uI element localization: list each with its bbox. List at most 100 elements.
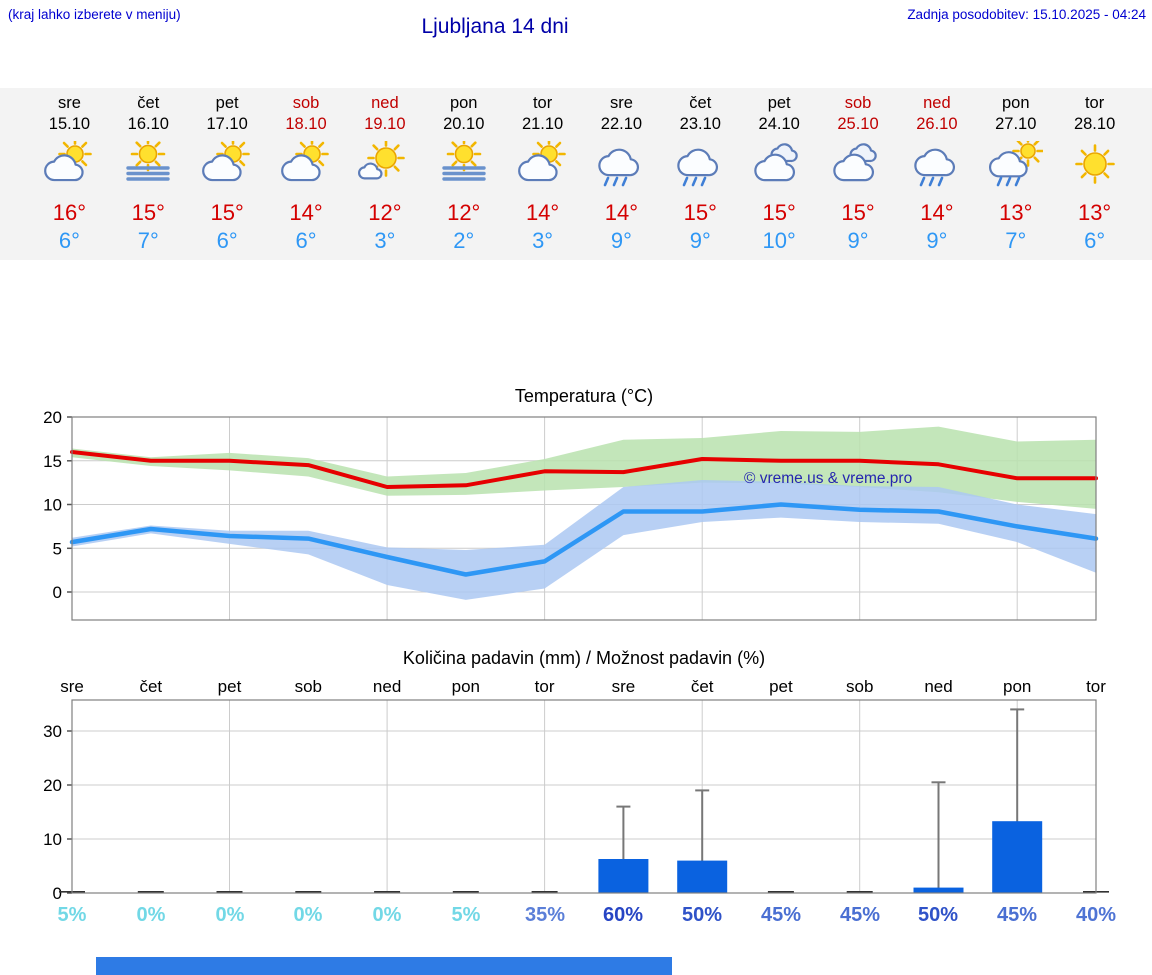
min-temp-line [69,502,1099,577]
temp-axis-label: 15 [43,452,62,471]
precip-day-label: pon [1003,677,1031,696]
choose-location-note: (kraj lahko izberete v meniju) [8,7,181,22]
precip-bar [913,887,964,893]
temp-axis-label: 10 [43,496,62,515]
fog-icon [109,137,188,191]
forecast-day[interactable]: pon 20.10 12° 2° [424,93,503,260]
precip-bar [992,821,1043,893]
precipitation-chart-title: Količina padavin (mm) / Možnost padavin … [402,648,766,668]
min-temp: 2° [453,228,475,253]
day-name: tor [532,94,553,112]
day-name: čet [689,94,712,112]
forecast-day[interactable]: sre 22.10 14° 9° [582,93,661,260]
cloudy-icon [740,137,819,191]
forecast-day[interactable]: sre 15.10 16° 6° [30,93,109,260]
day-date: 23.10 [679,115,721,133]
min-temp: 7° [137,228,159,253]
min-temp: 9° [610,228,632,253]
day-date: 26.10 [916,115,958,133]
min-temp: 6° [295,228,317,253]
precip-axis-label: 0 [53,884,62,903]
partly-cloudy-icon [188,137,267,191]
rain-icon [661,137,740,191]
page-title: Ljubljana 14 dni [421,15,569,38]
precip-probability: 60% [602,904,644,926]
max-temp-band [72,426,1096,509]
temp-axis-label: 5 [53,539,62,558]
min-temp: 6° [1084,228,1106,253]
forecast-strip: sre 15.10 16° 6° čet 16.10 15° 7° pet 17.10 15° 6° s… [0,88,1152,260]
forecast-day[interactable]: pon 27.10 13° 7° [976,93,1055,260]
precip-probability: 5% [451,904,481,926]
max-temp: 12° [447,200,481,225]
min-temp: 9° [689,228,711,253]
forecast-day[interactable]: sob 18.10 14° 6° [267,93,346,260]
precip-day-label: sre [612,677,636,696]
forecast-day[interactable]: sob 25.10 15° 9° [819,93,898,260]
forecast-day[interactable]: čet 23.10 15° 9° [661,93,740,260]
day-date: 27.10 [995,115,1037,133]
day-name: sob [844,94,872,112]
day-name: pon [449,94,478,112]
day-name: ned [371,94,399,112]
precip-probability: 40% [1075,904,1117,926]
forecast-day[interactable]: pet 17.10 15° 6° [188,93,267,260]
footer-bar [96,957,672,975]
partly-cloudy-icon [30,137,109,191]
day-name: ned [923,94,951,112]
max-temp-line [70,450,1098,489]
forecast-day[interactable]: tor 28.10 13° 6° [1055,93,1134,260]
max-temp: 14° [289,200,323,225]
precip-day-label: ned [924,677,952,696]
precip-day-label: tor [535,677,555,696]
temperature-chart-title: Temperatura (°C) [514,386,654,406]
precip-day-label: pet [218,677,242,696]
day-date: 16.10 [127,115,169,133]
partly-cloudy-icon [267,137,346,191]
max-temp: 13° [999,200,1033,225]
day-date: 15.10 [48,115,91,133]
min-temp: 6° [58,228,80,253]
max-temp: 12° [368,200,402,225]
precip-axis-label: 20 [43,776,62,795]
day-name: pet [767,94,791,112]
day-date: 19.10 [364,115,406,133]
max-temp: 15° [841,200,875,225]
min-temp: 9° [926,228,948,253]
min-temp: 3° [374,228,396,253]
day-date: 25.10 [837,115,879,133]
max-temp: 14° [525,200,560,225]
fog-icon [424,137,503,191]
day-date: 20.10 [443,115,485,133]
temp-axis-label: 20 [43,408,62,427]
forecast-day[interactable]: ned 26.10 14° 9° [897,93,976,260]
precip-probability-row: 5% 0% 0% 0% 0% 5% 35% 60% 50% 45% 45% 50% 45% 40% [0,904,1152,934]
max-temp: 16° [52,200,87,225]
min-temp: 10° [762,228,796,253]
watermark-link[interactable]: © vreme.us & vreme.pro [744,470,913,487]
forecast-day[interactable]: čet 16.10 15° 7° [109,93,188,260]
sunny-icon [1055,137,1134,191]
precip-axis-label: 30 [43,722,62,741]
day-date: 22.10 [600,115,643,133]
precip-day-label: čet [691,677,714,696]
day-name: pon [1001,94,1030,112]
day-name: čet [137,94,160,112]
forecast-day[interactable]: pet 24.10 15° 10° [740,93,819,260]
precip-probability: 45% [996,904,1038,926]
sun-small-cloud-icon [345,137,424,191]
day-name: sre [609,94,633,112]
max-temp: 15° [210,200,244,225]
forecast-day[interactable]: tor 21.10 14° 3° [503,93,582,260]
day-name: sre [57,94,81,112]
forecast-day[interactable]: ned 19.10 12° 3° [345,93,424,260]
rain-icon [582,137,661,191]
partly-cloudy-icon [503,137,582,191]
precip-day-label: ned [373,677,401,696]
precip-day-label: tor [1086,677,1106,696]
precip-day-label: sre [60,677,84,696]
precip-day-label: pet [769,677,793,696]
precip-probability: 5% [57,904,87,926]
min-temp: 9° [847,228,869,253]
day-date: 24.10 [758,115,800,133]
